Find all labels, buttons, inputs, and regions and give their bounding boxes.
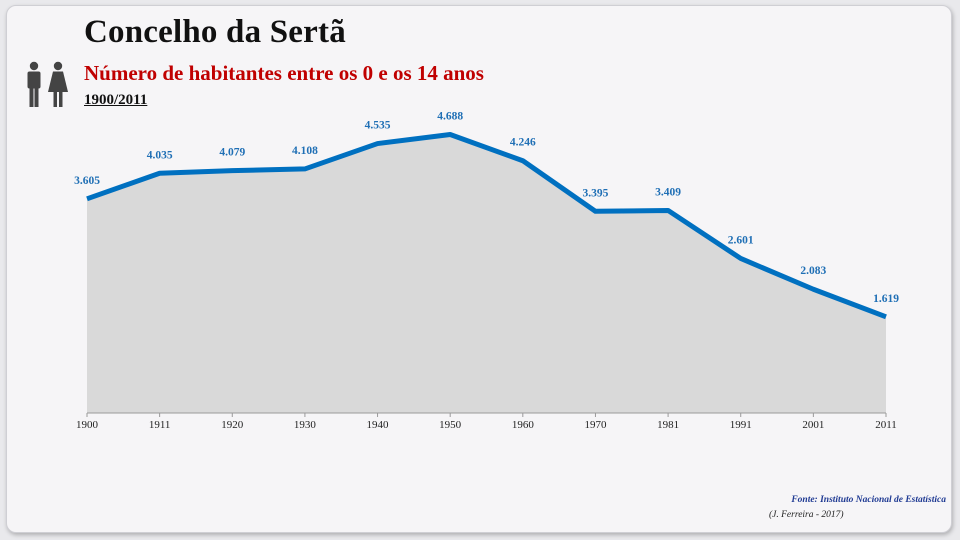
data-label: 4.688 (437, 110, 463, 122)
data-label: 4.246 (510, 137, 536, 149)
x-tick-label: 1920 (221, 419, 244, 431)
data-label: 1.619 (873, 293, 899, 305)
series-line (86, 131, 887, 320)
x-tick-label: 1981 (657, 419, 679, 431)
data-label: 4.035 (147, 149, 173, 161)
x-tick-label: 1950 (439, 419, 462, 431)
area-fill (87, 134, 886, 413)
x-tick-label: 1970 (584, 419, 607, 431)
data-label: 3.409 (655, 186, 681, 198)
period-label: 1900/2011 (84, 92, 148, 108)
x-tick-label: 1900 (76, 419, 99, 431)
data-label: 4.535 (365, 120, 391, 132)
x-tick-label: 1930 (294, 419, 317, 431)
data-label: 2.601 (728, 234, 754, 246)
x-tick-label: 2011 (875, 419, 897, 431)
data-label: 4.108 (292, 145, 318, 157)
x-tick-label: 1960 (512, 419, 535, 431)
source-note: Fonte: Instituto Nacional de Estatística (791, 495, 946, 505)
x-tick-label: 1940 (367, 419, 390, 431)
chart-subtitle: Número de habitantes entre os 0 e os 14 … (84, 61, 484, 85)
people-icon (22, 60, 72, 110)
x-tick-label: 1911 (149, 419, 171, 431)
page-title: Concelho da Sertã (84, 14, 346, 50)
author-note: (J. Ferreira - 2017) (769, 510, 844, 520)
data-label: 3.395 (583, 187, 609, 199)
data-label: 4.079 (219, 147, 245, 159)
data-label: 2.083 (800, 265, 826, 277)
x-tick-label: 2001 (802, 419, 824, 431)
x-tick-label: 1991 (730, 419, 752, 431)
data-label: 3.605 (74, 175, 100, 187)
